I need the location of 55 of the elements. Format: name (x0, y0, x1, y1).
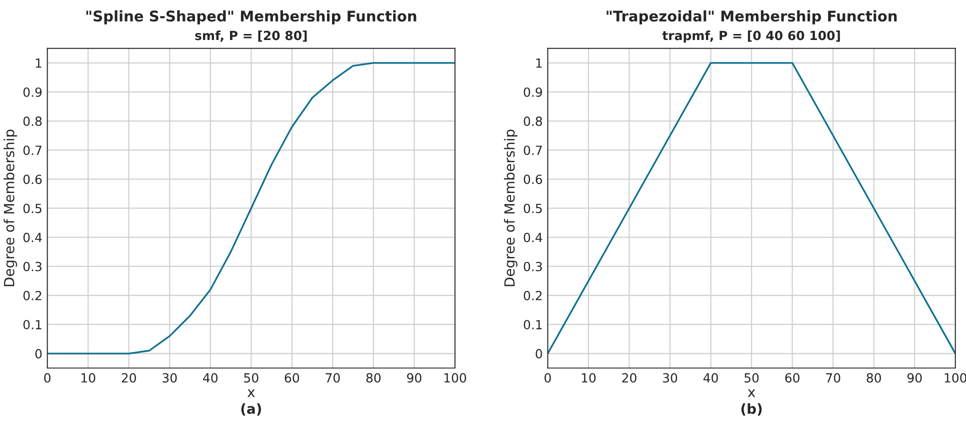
x-tick-label: 80 (866, 373, 881, 383)
y-axis-title: Degree of Membership (504, 130, 518, 286)
chart-title: "Trapezoidal" Membership Function (606, 10, 897, 24)
x-tick-label: 40 (203, 373, 218, 383)
x-tick-label: 70 (826, 373, 840, 383)
y-tick-label: 0.6 (23, 174, 42, 184)
text: (b) (741, 403, 762, 416)
x-tick-label: 20 (622, 373, 636, 383)
chart-subtitle: smf, P = [20 80] (195, 30, 307, 42)
y-tick-label: 0.9 (23, 87, 42, 97)
x-tick-label: 90 (907, 373, 922, 383)
x-tick-label: 50 (244, 373, 258, 383)
line-series (47, 62, 455, 354)
x-axis-title: x (247, 389, 255, 397)
y-tick-label: 0.5 (23, 204, 42, 214)
y-tick-label: 0.8 (524, 116, 542, 126)
y-tick-label: 0.4 (23, 232, 42, 242)
x-tick-label: 0 (544, 373, 551, 383)
x-tick-label: 40 (703, 373, 718, 383)
x-tick-label: 60 (284, 373, 300, 383)
y-tick-label: 0.5 (524, 204, 542, 214)
x-tick-label: 70 (326, 373, 340, 383)
x-tick-label: 80 (366, 373, 381, 383)
y-tick-label: 0.3 (23, 262, 42, 272)
chart-subtitle: trapmf, P = [0 40 60 100] (662, 30, 840, 43)
y-tick-label: 0.6 (524, 174, 542, 184)
x-tick-label: 100 (444, 373, 466, 383)
y-tick-label: 1 (36, 58, 42, 68)
x-axis-title: x (748, 389, 756, 397)
y-tick-label: 0 (35, 349, 42, 358)
x-tick-label: 60 (785, 373, 800, 383)
x-tick-label: 10 (582, 373, 596, 383)
y-tick-label: 0.1 (524, 320, 542, 330)
x-tick-label: 50 (744, 373, 759, 383)
y-tick-label: 0.4 (524, 232, 542, 242)
x-tick-label: 30 (663, 373, 678, 383)
x-tick-label: 100 (944, 373, 966, 383)
y-tick-label: 1 (536, 58, 542, 68)
x-tick-label: 90 (407, 373, 422, 383)
y-tick-label: 0.7 (524, 146, 542, 156)
y-tick-label: 0.1 (23, 320, 42, 330)
x-tick-label: 10 (82, 373, 96, 383)
x-tick-label: 0 (44, 373, 50, 383)
text: (a) (241, 403, 261, 416)
x-tick-label: 30 (162, 373, 177, 383)
x-tick-label: 20 (122, 373, 136, 383)
y-tick-label: 0.9 (524, 87, 542, 97)
chart-title: "Spline S-Shaped" Membership Function (86, 10, 416, 24)
y-tick-label: 0.3 (524, 262, 542, 272)
y-tick-label: 0.8 (23, 116, 42, 126)
y-axis-title: Degree of Membership (4, 130, 18, 286)
y-tick-label: 0.7 (23, 146, 42, 156)
y-tick-label: 0.2 (524, 290, 542, 300)
y-tick-label: 0.2 (23, 290, 42, 300)
y-tick-label: 0 (536, 349, 542, 358)
